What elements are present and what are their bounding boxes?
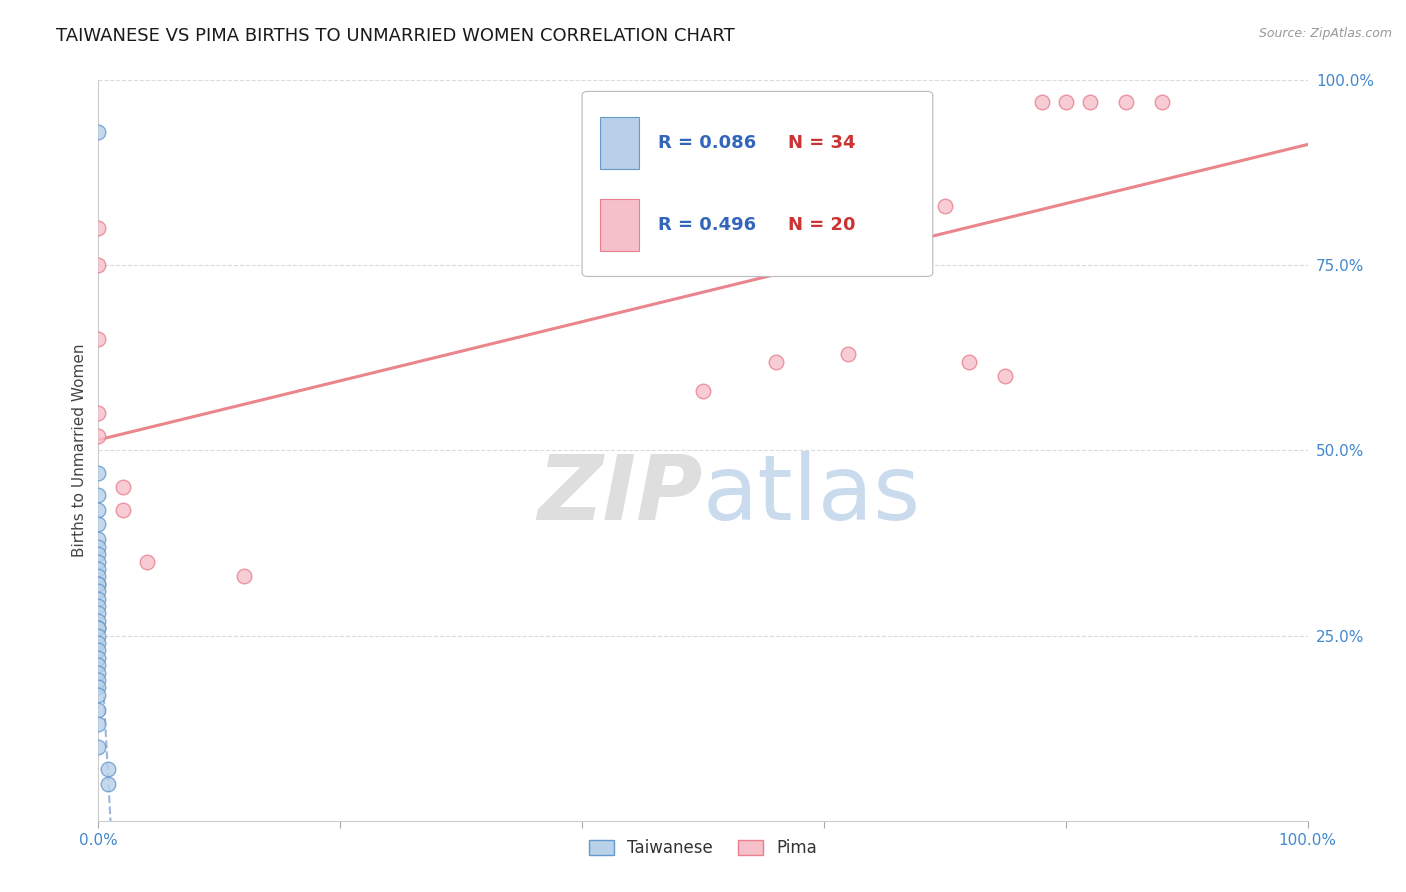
Point	[1152, 95, 1174, 110]
Point	[87, 658, 110, 673]
Point	[87, 540, 110, 554]
Point	[87, 569, 110, 583]
Point	[87, 717, 110, 731]
Point	[87, 584, 110, 599]
Point	[87, 599, 110, 613]
Point	[111, 502, 134, 516]
Point	[87, 517, 110, 532]
Point	[87, 221, 110, 235]
Point	[837, 347, 859, 361]
Point	[934, 199, 956, 213]
Point	[87, 621, 110, 635]
Point	[87, 688, 110, 702]
Point	[87, 614, 110, 628]
Point	[87, 576, 110, 591]
Point	[692, 384, 714, 399]
Point	[97, 776, 120, 791]
Point	[97, 762, 120, 776]
Point	[87, 555, 110, 569]
Text: N = 20: N = 20	[787, 216, 855, 234]
Point	[87, 428, 110, 442]
Text: ZIP: ZIP	[537, 450, 703, 539]
Text: N = 34: N = 34	[787, 134, 855, 153]
Point	[957, 354, 980, 368]
Point	[87, 259, 110, 273]
Point	[87, 628, 110, 642]
Point	[87, 332, 110, 346]
Point	[87, 502, 110, 516]
Point	[111, 480, 134, 494]
Legend: Taiwanese, Pima: Taiwanese, Pima	[582, 833, 824, 864]
FancyBboxPatch shape	[600, 118, 638, 169]
Point	[87, 466, 110, 480]
Text: R = 0.086: R = 0.086	[658, 134, 756, 153]
Point	[232, 569, 254, 583]
Point	[1078, 95, 1101, 110]
Point	[87, 643, 110, 657]
Point	[87, 607, 110, 621]
Text: R = 0.496: R = 0.496	[658, 216, 756, 234]
Point	[87, 407, 110, 421]
Point	[87, 681, 110, 695]
Point	[87, 739, 110, 754]
Text: Source: ZipAtlas.com: Source: ZipAtlas.com	[1258, 27, 1392, 40]
Point	[87, 703, 110, 717]
Point	[87, 650, 110, 665]
Point	[765, 354, 787, 368]
Point	[135, 555, 157, 569]
Point	[87, 621, 110, 635]
Y-axis label: Births to Unmarried Women: Births to Unmarried Women	[72, 343, 87, 558]
FancyBboxPatch shape	[582, 91, 932, 277]
Point	[87, 673, 110, 687]
Point	[87, 591, 110, 606]
Point	[87, 533, 110, 547]
Point	[87, 547, 110, 561]
Point	[87, 665, 110, 680]
Point	[87, 576, 110, 591]
Text: TAIWANESE VS PIMA BIRTHS TO UNMARRIED WOMEN CORRELATION CHART: TAIWANESE VS PIMA BIRTHS TO UNMARRIED WO…	[56, 27, 735, 45]
Point	[1054, 95, 1077, 110]
Point	[994, 369, 1017, 384]
Point	[87, 125, 110, 139]
Point	[1031, 95, 1053, 110]
Point	[1115, 95, 1137, 110]
Point	[87, 636, 110, 650]
Text: atlas: atlas	[703, 450, 921, 539]
FancyBboxPatch shape	[600, 199, 638, 251]
Point	[87, 562, 110, 576]
Point	[87, 488, 110, 502]
